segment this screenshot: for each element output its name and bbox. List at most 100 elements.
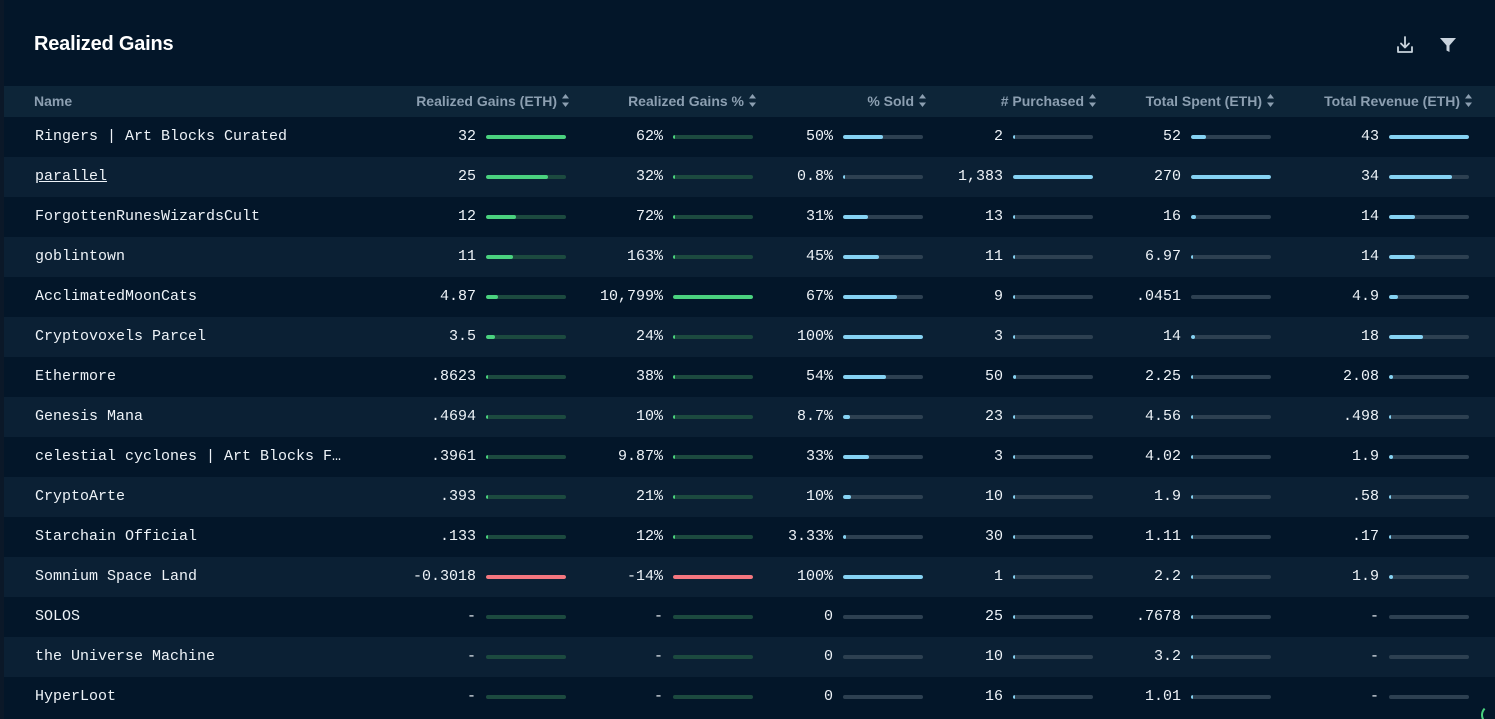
- bar-fill: [1191, 415, 1193, 419]
- cell-sold: 54%: [805, 368, 833, 385]
- cell-gains: 3.5: [448, 328, 476, 345]
- table-row[interactable]: SOLOS - - 0 25 .7678 -: [4, 597, 1495, 637]
- bar-gains: [486, 655, 566, 659]
- table-row[interactable]: ForgottenRunesWizardsCult 12 72% 31% 13 16 14: [4, 197, 1495, 237]
- cell-revenue: 4.9: [1351, 288, 1379, 305]
- bar-gains: [486, 295, 566, 299]
- corner-indicator: [1481, 705, 1495, 719]
- bar-fill: [1191, 655, 1193, 659]
- bar-fill: [486, 175, 549, 179]
- table-row[interactable]: Ethermore .8623 38% 54% 50 2.25 2.08: [4, 357, 1495, 397]
- bar-spent: [1191, 335, 1271, 339]
- bar-fill: [843, 295, 897, 299]
- cell-gains-pct: 163%: [626, 248, 663, 265]
- bar-fill: [1191, 375, 1193, 379]
- cell-gains-pct: 21%: [635, 488, 663, 505]
- bar-fill: [843, 535, 846, 539]
- cell-revenue: -: [1369, 608, 1379, 625]
- bar-sold: [843, 255, 923, 259]
- bar-fill: [673, 375, 675, 379]
- bar-gains: [486, 615, 566, 619]
- cell-purchased: 10: [984, 648, 1003, 665]
- cell-spent: 14: [1162, 328, 1181, 345]
- cell-gains: .4694: [430, 408, 476, 425]
- bar-fill: [843, 215, 868, 219]
- bar-sold: [843, 415, 923, 419]
- bar-fill: [843, 415, 850, 419]
- cell-spent: 4.56: [1144, 408, 1181, 425]
- bar-fill: [1013, 455, 1015, 459]
- cell-sold: 10%: [805, 488, 833, 505]
- bar-fill: [1389, 335, 1423, 339]
- bar-sold: [843, 495, 923, 499]
- column-header-purchased[interactable]: # Purchased: [1001, 86, 1097, 117]
- cell-purchased: 16: [984, 688, 1003, 705]
- cell-gains-pct: 10,799%: [599, 288, 663, 305]
- table-row[interactable]: Genesis Mana .4694 10% 8.7% 23 4.56 .498: [4, 397, 1495, 437]
- cell-gains: -0.3018: [412, 568, 476, 585]
- cell-spent: 3.2: [1153, 648, 1181, 665]
- table-row[interactable]: HyperLoot - - 0 16 1.01 -: [4, 677, 1495, 717]
- bar-spent: [1191, 495, 1271, 499]
- collection-name: Genesis Mana: [35, 408, 144, 425]
- bar-fill: [1191, 535, 1193, 539]
- table-row[interactable]: Starchain Official .133 12% 3.33% 30 1.11 .17: [4, 517, 1495, 557]
- cell-gains: .3961: [430, 448, 476, 465]
- table-row[interactable]: Cryptovoxels Parcel 3.5 24% 100% 3 14 18: [4, 317, 1495, 357]
- table-row[interactable]: the Universe Machine - - 0 10 3.2 -: [4, 637, 1495, 677]
- cell-sold: 45%: [805, 248, 833, 265]
- table-row[interactable]: celestial cyclones | Art Blocks F… .3961 9…: [4, 437, 1495, 477]
- column-header-spent[interactable]: Total Spent (ETH): [1146, 86, 1275, 117]
- column-label: Total Revenue (ETH): [1324, 93, 1460, 109]
- bar-fill: [1389, 535, 1391, 539]
- bar-fill: [486, 215, 516, 219]
- bar-fill: [1389, 495, 1391, 499]
- download-button[interactable]: [1394, 34, 1416, 56]
- bar-fill: [1389, 215, 1416, 219]
- cell-gains-pct: -14%: [626, 568, 663, 585]
- bar-spent: [1191, 695, 1271, 699]
- table-row[interactable]: Ringers | Art Blocks Curated 32 62% 50% 2 52 4…: [4, 117, 1495, 157]
- column-header-gains-pct[interactable]: Realized Gains %: [628, 86, 757, 117]
- table-row[interactable]: Somnium Space Land -0.3018 -14% 100% 1 2.2 1.9: [4, 557, 1495, 597]
- bar-revenue: [1389, 575, 1469, 579]
- column-header-sold[interactable]: % Sold: [867, 86, 927, 117]
- table-row[interactable]: AcclimatedMoonCats 4.87 10,799% 67% 9 .0451 4.…: [4, 277, 1495, 317]
- bar-gains: [486, 135, 566, 139]
- panel-title: Realized Gains: [34, 33, 174, 55]
- bar-fill: [1191, 575, 1193, 579]
- bar-fill: [1013, 215, 1015, 219]
- column-header-gains[interactable]: Realized Gains (ETH): [416, 86, 570, 117]
- sort-icon: [1465, 94, 1472, 108]
- column-header-name: Name: [34, 86, 72, 117]
- bar-fill: [1191, 695, 1193, 699]
- cell-revenue: 14: [1360, 248, 1379, 265]
- filter-button[interactable]: [1437, 34, 1459, 56]
- cell-revenue: 1.9: [1351, 568, 1379, 585]
- cell-sold: 50%: [805, 128, 833, 145]
- download-icon: [1397, 36, 1413, 53]
- cell-spent: 4.02: [1144, 448, 1181, 465]
- cell-gains: .393: [439, 488, 476, 505]
- bar-sold: [843, 575, 923, 579]
- cell-purchased: 25: [984, 608, 1003, 625]
- bar-spent: [1191, 655, 1271, 659]
- bar-fill: [673, 335, 675, 339]
- bar-fill: [1013, 615, 1015, 619]
- collection-name: HyperLoot: [35, 688, 117, 705]
- collection-name: CryptoArte: [35, 488, 126, 505]
- cell-sold: 100%: [796, 328, 833, 345]
- table-row[interactable]: goblintown 11 163% 45% 11 6.97 14: [4, 237, 1495, 277]
- table-row[interactable]: CryptoArte .393 21% 10% 10 1.9 .58: [4, 477, 1495, 517]
- collection-name-link[interactable]: parallel: [35, 168, 108, 185]
- bar-fill: [1389, 415, 1391, 419]
- bar-fill: [673, 415, 675, 419]
- cell-gains: 11: [457, 248, 476, 265]
- cell-purchased: 3: [993, 328, 1003, 345]
- cell-sold: 0: [823, 648, 833, 665]
- bar-fill: [843, 175, 845, 179]
- column-header-revenue[interactable]: Total Revenue (ETH): [1324, 86, 1473, 117]
- bar-revenue: [1389, 615, 1469, 619]
- bar-spent: [1191, 175, 1271, 179]
- table-row[interactable]: parallel 25 32% 0.8% 1,383 270 34: [4, 157, 1495, 197]
